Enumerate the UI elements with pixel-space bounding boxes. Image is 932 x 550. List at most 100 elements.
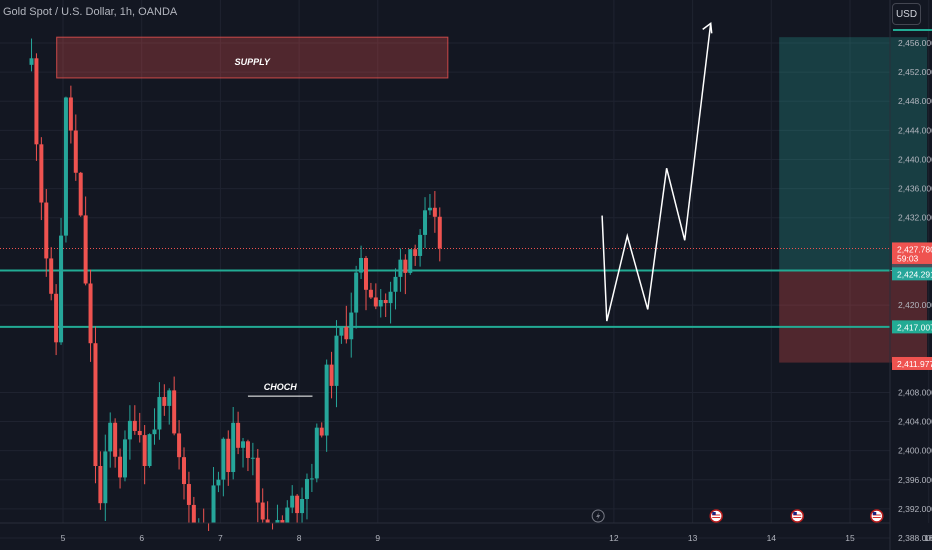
price-label-text: 2,417.007 (897, 322, 932, 332)
candle-body (329, 364, 334, 386)
candle-body (236, 422, 241, 448)
candle-body (211, 485, 216, 523)
candle-body (226, 438, 231, 473)
candle-body (216, 479, 221, 486)
candle-body (373, 297, 378, 307)
candle-body (378, 299, 383, 307)
candles (29, 38, 442, 532)
us-flag-event-icon (870, 509, 884, 523)
candle-body (63, 97, 68, 236)
candle-body (78, 172, 83, 216)
price-tick-label: 2,408.000 (898, 387, 932, 397)
candle-body (423, 210, 428, 235)
candle-body (29, 58, 34, 65)
candle-body (93, 343, 98, 466)
candle-body (142, 435, 147, 467)
candle-body (137, 430, 142, 436)
price-tick-label: 2,444.000 (898, 125, 932, 135)
candle-body (368, 289, 373, 298)
projection-arrowhead (702, 21, 713, 34)
candle-body (285, 507, 290, 523)
supply-label: SUPPLY (235, 57, 271, 67)
candle-body (98, 465, 103, 504)
stop-zone (779, 270, 928, 363)
flag-stripe (712, 517, 721, 518)
price-label-text: 2,424.291 (897, 269, 932, 279)
candle-body (241, 441, 246, 448)
candle-body (265, 519, 270, 523)
candle-body (118, 456, 123, 478)
candle-body (49, 258, 54, 294)
candle-body (88, 283, 93, 344)
candle-body (280, 520, 285, 523)
price-tick-label: 2,440.000 (898, 154, 932, 164)
time-tick-label: 8 (297, 533, 302, 543)
candle-body (290, 495, 295, 508)
flag-canton (712, 512, 716, 515)
candle-body (398, 259, 403, 277)
candle-body (349, 312, 354, 340)
candle-body (157, 397, 162, 430)
time-tick-label: 5 (61, 533, 66, 543)
time-tick-label: 6 (139, 533, 144, 543)
candle-body (231, 422, 236, 473)
candle-body (359, 257, 364, 273)
candle-body (300, 499, 305, 514)
price-tick-label: 2,448.000 (898, 96, 932, 106)
candle-body (44, 202, 49, 259)
choch-label: CHOCH (264, 382, 297, 392)
projection-path (601, 23, 712, 322)
candle-body (309, 478, 314, 480)
price-tick-label: 2,404.000 (898, 417, 932, 427)
candle-body (432, 207, 437, 217)
candle-body (108, 422, 113, 452)
candle-body (255, 457, 260, 503)
target-zone (779, 37, 928, 271)
candle-body (427, 207, 432, 211)
flag-stripe (793, 517, 802, 518)
symbol-title: Gold Spot / U.S. Dollar, 1h, OANDA (3, 6, 178, 18)
currency-button[interactable]: USD (892, 3, 921, 25)
price-tick-label: 2,400.000 (898, 446, 932, 456)
price-label-stop (892, 356, 932, 370)
candle-body (324, 364, 329, 436)
supply-zone (56, 36, 449, 79)
candle-body (393, 276, 398, 292)
price-tick-label: 2,420.000 (898, 300, 932, 310)
candle-body (68, 97, 73, 131)
candle-body (314, 427, 319, 479)
price-label-text: 2,411.977 (897, 359, 932, 369)
time-tick-label: 16 (924, 533, 932, 543)
flag-stripe (872, 517, 881, 518)
candle-body (127, 420, 132, 440)
candle-body (339, 326, 344, 336)
candle-body (162, 397, 167, 406)
us-flag-event-icon (709, 509, 723, 523)
time-tick-label: 9 (375, 533, 380, 543)
candle-body (418, 234, 423, 256)
time-tick-label: 7 (218, 533, 223, 543)
candle-body (191, 504, 196, 523)
price-tick-label: 2,436.000 (898, 184, 932, 194)
candle-body (344, 326, 349, 340)
candle-body (383, 299, 388, 304)
flag-canton (793, 512, 797, 515)
flag-canton (872, 512, 877, 515)
time-tick-label: 15 (845, 533, 855, 543)
candle-body (437, 216, 442, 249)
candle-body (334, 335, 339, 386)
price-tick-label: 2,392.000 (898, 504, 932, 514)
candle-body (132, 420, 137, 431)
candle-body (103, 451, 108, 504)
candle-body (408, 249, 413, 273)
candle-body (54, 293, 59, 343)
candle-body (152, 429, 157, 435)
price-label-target (892, 267, 932, 281)
price-label-text: 2,427.780 (897, 244, 932, 254)
price-label-support (892, 320, 932, 334)
candle-body (413, 249, 418, 256)
candle-body (221, 438, 226, 480)
candle-body (177, 433, 182, 458)
